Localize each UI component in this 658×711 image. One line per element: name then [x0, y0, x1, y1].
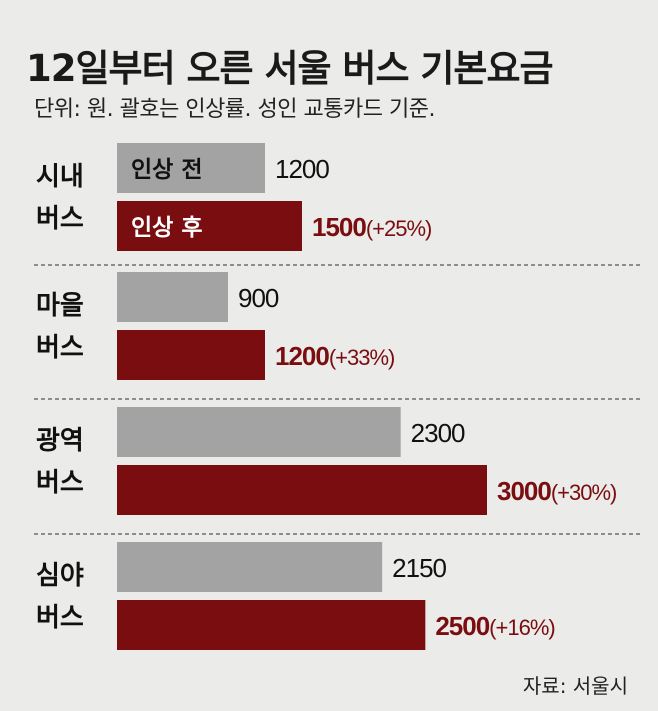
- category-label-1-line2: 버스: [36, 333, 84, 363]
- pct-change: (+33%): [329, 345, 395, 370]
- bar-before-2: [117, 407, 401, 457]
- legend-after: 인상 후: [131, 215, 203, 241]
- category-label-2: 광역: [36, 426, 84, 456]
- value-label-after-2: 3000(+30%): [497, 476, 616, 506]
- legend-before: 인상 전: [131, 157, 203, 183]
- category-label-3: 심야: [36, 561, 84, 591]
- value-number: 1200: [275, 341, 329, 371]
- pct-change: (+16%): [489, 615, 555, 640]
- bar-before-0: [117, 143, 265, 193]
- category-label-2-line2: 버스: [36, 468, 84, 498]
- value-label-before-3: 2150: [392, 553, 446, 583]
- value-number: 2300: [411, 418, 465, 448]
- value-number: 2500: [435, 611, 489, 641]
- value-number: 1500: [312, 212, 366, 242]
- bar-after-1: [117, 330, 265, 380]
- source-note: 자료: 서울시: [522, 674, 628, 698]
- value-number: 900: [238, 283, 279, 313]
- category-label-1: 마을: [36, 291, 84, 321]
- bar-after-0: [117, 201, 302, 251]
- chart-subtitle: 단위: 원. 괄호는 인상률. 성인 교통카드 기준.: [34, 97, 435, 122]
- value-number: 1200: [275, 154, 329, 184]
- value-number: 2150: [392, 553, 446, 583]
- value-label-before-1: 900: [238, 283, 279, 313]
- bar-after-2: [117, 465, 487, 515]
- category-label-3-line2: 버스: [36, 603, 84, 633]
- value-number: 3000: [497, 476, 551, 506]
- value-label-before-2: 2300: [411, 418, 465, 448]
- value-label-after-1: 1200(+33%): [275, 341, 394, 371]
- category-label-0: 시내: [36, 162, 84, 192]
- bar-before-3: [117, 542, 383, 592]
- pct-change: (+25%): [366, 216, 432, 241]
- category-label-0-line2: 버스: [36, 204, 84, 234]
- pct-change: (+30%): [551, 480, 617, 505]
- value-label-after-3: 2500(+16%): [435, 611, 554, 641]
- bar-after-3: [117, 600, 426, 650]
- chart-title: 12일부터 오른 서울 버스 기본요금: [26, 47, 554, 90]
- value-label-after-0: 1500(+25%): [312, 212, 431, 242]
- bar-before-1: [117, 272, 228, 322]
- value-label-before-0: 1200: [275, 154, 329, 184]
